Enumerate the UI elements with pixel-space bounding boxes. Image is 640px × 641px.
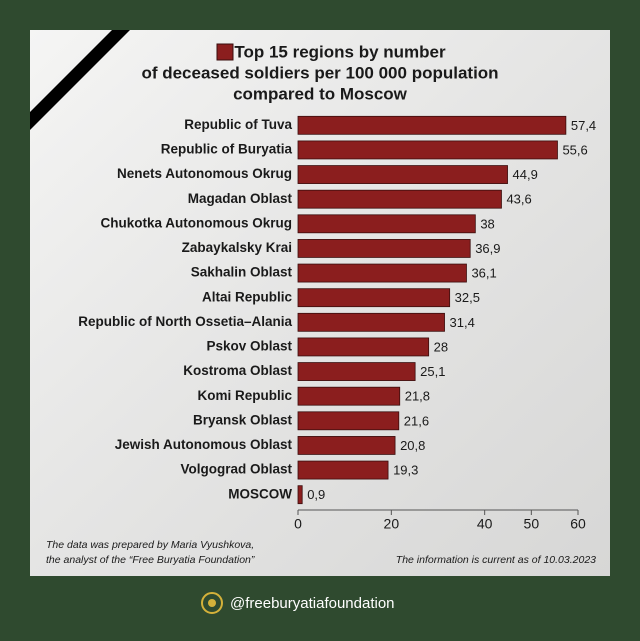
date-note: The information is current as of 10.03.2… (396, 554, 596, 566)
value-label: 0,9 (307, 487, 325, 502)
bar (297, 436, 396, 455)
category-label: Republic of Tuva (184, 117, 292, 132)
category-label: Nenets Autonomous Okrug (117, 166, 292, 181)
value-label: 20,8 (400, 438, 425, 453)
bar (297, 411, 400, 431)
bar (297, 288, 451, 308)
bar (297, 485, 303, 505)
logo-icon (208, 599, 216, 607)
category-label: Republic of North Ossetia–Alania (78, 314, 292, 329)
value-label: 44,9 (513, 167, 538, 182)
category-label: Kostroma Oblast (183, 363, 292, 378)
chart-title: compared to Moscow (233, 84, 408, 103)
source-note: The data was prepared by Maria Vyushkova… (46, 539, 254, 551)
bar (297, 115, 567, 135)
bar (297, 263, 467, 283)
bar (297, 460, 389, 480)
x-tick-label: 0 (294, 516, 302, 532)
value-label: 32,5 (455, 290, 480, 305)
x-tick-label: 20 (384, 516, 400, 532)
category-label: Magadan Oblast (188, 191, 293, 206)
value-label: 31,4 (450, 315, 475, 330)
logo-icon (201, 592, 223, 614)
value-label: 43,6 (506, 192, 531, 207)
x-tick-label: 40 (477, 516, 493, 532)
category-label: Volgograd Oblast (180, 462, 292, 477)
category-label: Zabaykalsky Krai (182, 240, 292, 255)
value-label: 21,6 (404, 413, 429, 428)
social-handle[interactable]: @freeburyatiafoundation (230, 595, 395, 612)
bar (297, 312, 445, 332)
source-note: the analyst of the “Free Buryatia Founda… (46, 554, 255, 566)
value-label: 19,3 (393, 463, 418, 478)
mourning-ribbon (30, 30, 130, 130)
category-label: Chukotka Autonomous Okrug (101, 215, 293, 230)
category-label: MOSCOW (228, 486, 292, 501)
category-label: Jewish Autonomous Oblast (115, 437, 293, 452)
category-label: Altai Republic (202, 289, 293, 304)
value-label: 57,4 (571, 118, 596, 133)
bar (297, 386, 401, 406)
value-label: 38 (480, 216, 494, 231)
x-tick-label: 50 (524, 516, 540, 532)
value-label: 28 (434, 339, 448, 354)
category-label: Republic of Buryatia (161, 142, 293, 157)
x-tick-label: 60 (570, 516, 586, 532)
category-label: Pskov Oblast (206, 339, 292, 354)
bar (297, 337, 430, 357)
category-label: Sakhalin Oblast (191, 265, 293, 280)
bar (297, 189, 502, 209)
value-label: 25,1 (420, 364, 445, 379)
category-label: Bryansk Oblast (193, 412, 293, 427)
chart-title: of deceased soldiers per 100 000 populat… (141, 63, 498, 82)
bar (297, 214, 476, 234)
value-label: 36,9 (475, 241, 500, 256)
legend-swatch (216, 43, 234, 61)
bar (297, 362, 416, 381)
value-label: 21,8 (405, 389, 430, 404)
value-label: 36,1 (471, 266, 496, 281)
value-label: 55,6 (562, 142, 587, 157)
chart-title: Top 15 regions by number (234, 42, 446, 61)
bar (297, 239, 471, 258)
bar (297, 165, 508, 184)
bar (297, 140, 558, 160)
category-label: Komi Republic (197, 388, 292, 403)
